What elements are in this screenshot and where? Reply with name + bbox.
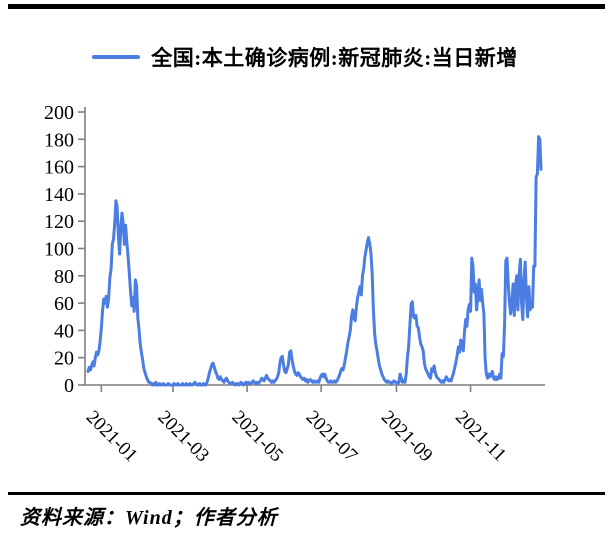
y-tick-label: 140 (44, 184, 74, 206)
y-tick-label: 20 (54, 348, 74, 370)
y-tick-label: 120 (44, 211, 74, 233)
x-tick-label: 2021-05 (228, 407, 288, 467)
series-line (86, 135, 543, 387)
y-tick-label: 200 (44, 102, 74, 124)
y-tick-label: 60 (54, 293, 74, 315)
y-tick-label: 100 (44, 239, 74, 261)
y-tick-label: 180 (44, 129, 74, 151)
y-tick-label: 40 (54, 320, 74, 342)
x-tick-label: 2021-09 (377, 407, 437, 467)
legend-line-swatch (92, 55, 141, 59)
top-divider (8, 4, 605, 9)
footer-divider (8, 492, 605, 495)
x-tick-label: 2021-01 (82, 407, 142, 467)
x-tick-label: 2021-07 (302, 407, 362, 467)
source-note: 资料来源：Wind；作者分析 (20, 507, 278, 529)
y-tick-label: 0 (64, 375, 74, 397)
y-tick-label: 80 (54, 266, 74, 288)
x-tick-label: 2021-03 (153, 407, 213, 467)
legend: 全国:本土确诊病例:新冠肺炎:当日新增 (0, 42, 610, 72)
x-tick-label: 2021-11 (451, 407, 510, 466)
y-tick-label: 160 (44, 157, 74, 179)
legend-label: 全国:本土确诊病例:新冠肺炎:当日新增 (151, 46, 518, 70)
